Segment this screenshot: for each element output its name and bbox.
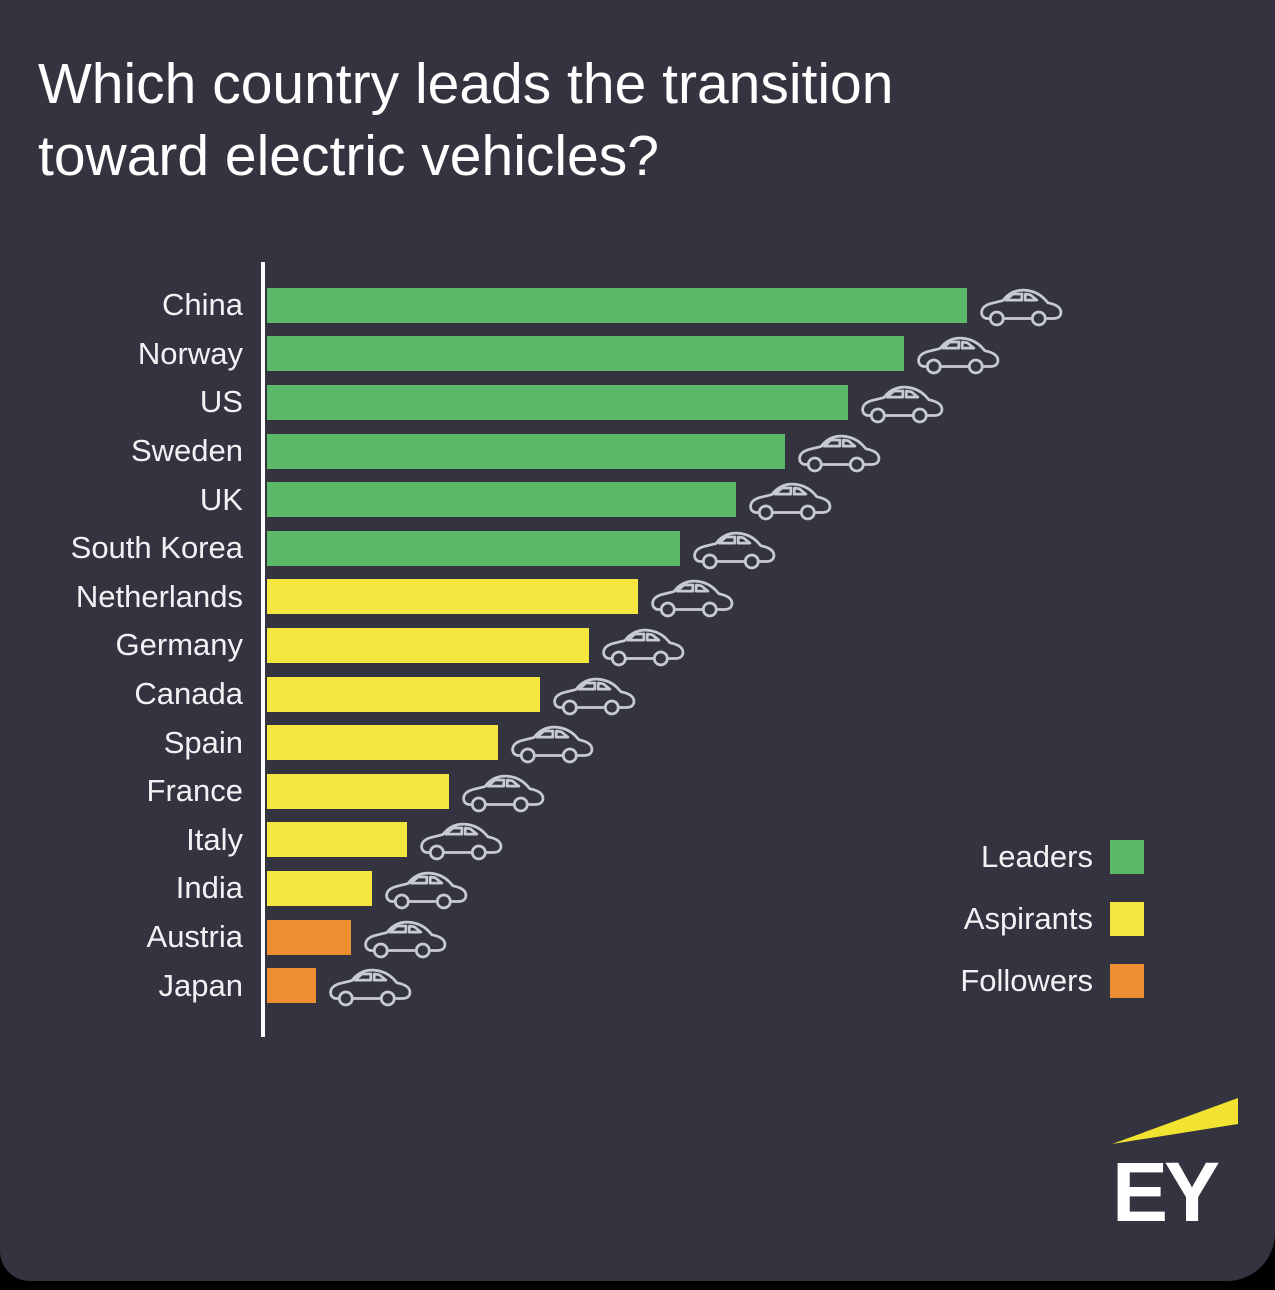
car-icon	[385, 871, 468, 910]
car-icon	[980, 288, 1063, 327]
legend-item: Followers	[960, 963, 1144, 999]
bar-spain	[267, 725, 498, 761]
legend-swatch	[1110, 840, 1144, 874]
car-icon	[553, 677, 636, 715]
bar-canada	[267, 676, 540, 712]
chart-row: US	[0, 378, 1150, 427]
page-title: Which country leads the transition towar…	[38, 48, 893, 193]
legend-swatch	[1110, 964, 1144, 998]
legend: Leaders Aspirants Followers	[960, 839, 1144, 999]
country-label: Austria	[146, 919, 243, 955]
bar-italy	[267, 822, 407, 858]
car-icon	[329, 968, 412, 1007]
bar-norway	[267, 336, 904, 372]
bar-austria	[267, 919, 351, 955]
chart-row: South Korea	[0, 524, 1150, 573]
country-label: Canada	[134, 676, 243, 712]
bar-chart: China Norway US Sweden UK South Korea	[0, 281, 1150, 1010]
country-label: UK	[199, 481, 243, 517]
title-line-2: toward electric vehicles?	[38, 124, 659, 189]
chart-row: UK	[0, 475, 1150, 524]
car-icon	[651, 580, 734, 618]
country-label: South Korea	[70, 530, 243, 566]
bar-us	[267, 384, 848, 420]
chart-row: Sweden	[0, 427, 1150, 476]
bar-germany	[267, 627, 589, 663]
legend-item: Aspirants	[960, 901, 1144, 937]
bar-south-korea	[267, 530, 680, 566]
chart-row: Netherlands	[0, 573, 1150, 622]
car-icon	[861, 385, 944, 424]
bar-india	[267, 870, 372, 906]
legend-label: Aspirants	[963, 901, 1093, 936]
chart-row: India	[0, 864, 1150, 913]
title-line-1: Which country leads the transition	[38, 52, 894, 116]
bar-uk	[267, 482, 736, 518]
chart-row: France	[0, 767, 1150, 816]
country-label: Sweden	[130, 433, 243, 469]
country-label: India	[175, 870, 243, 906]
bar-japan	[267, 968, 316, 1004]
country-label: Netherlands	[75, 578, 243, 614]
bar-china	[267, 287, 967, 323]
country-label: China	[162, 287, 243, 323]
chart-row: China	[0, 281, 1150, 330]
legend-item: Leaders	[960, 839, 1144, 875]
ey-logo-text: EY	[1112, 1145, 1220, 1239]
country-label: Norway	[137, 335, 243, 371]
car-icon	[693, 531, 776, 570]
bar-france	[267, 773, 449, 809]
ey-beam-icon	[1112, 1098, 1238, 1144]
chart-row: Austria	[0, 913, 1150, 962]
country-label: France	[146, 773, 243, 809]
car-icon	[420, 823, 503, 861]
bar-netherlands	[267, 579, 638, 615]
country-label: US	[199, 384, 243, 420]
car-icon	[798, 434, 881, 472]
country-label: Japan	[158, 967, 243, 1003]
legend-label: Leaders	[980, 839, 1093, 874]
car-icon	[749, 482, 832, 521]
car-icon	[511, 725, 594, 764]
car-icon	[462, 774, 545, 813]
chart-row: Japan	[0, 961, 1150, 1010]
country-label: Italy	[186, 821, 243, 857]
chart-row: Spain	[0, 718, 1150, 767]
country-label: Germany	[115, 627, 243, 663]
chart-row: Norway	[0, 330, 1150, 379]
country-label: Spain	[163, 724, 243, 760]
axis-line	[261, 262, 265, 1037]
chart-row: Italy	[0, 816, 1150, 865]
chart-row: Canada	[0, 670, 1150, 719]
legend-swatch	[1110, 902, 1144, 936]
chart-row: Germany	[0, 621, 1150, 670]
legend-label: Followers	[960, 963, 1093, 998]
ey-logo: EY	[1112, 1098, 1242, 1234]
car-icon	[917, 337, 1000, 375]
bar-sweden	[267, 433, 785, 469]
car-icon	[602, 628, 685, 667]
car-icon	[364, 920, 447, 958]
